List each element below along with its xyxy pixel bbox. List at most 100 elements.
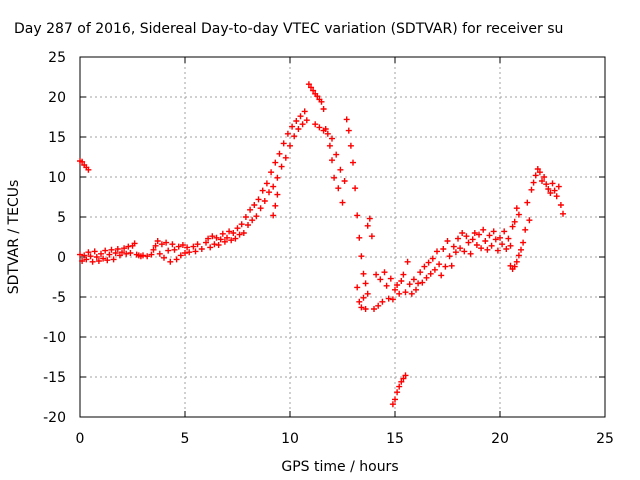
data-point (255, 196, 262, 203)
data-point (528, 186, 535, 193)
data-point (431, 266, 438, 273)
data-point (253, 213, 260, 220)
data-point (270, 212, 277, 219)
data-point (131, 240, 138, 247)
data-point (492, 236, 499, 243)
data-point (268, 169, 275, 176)
data-point (274, 174, 281, 181)
data-point (83, 256, 90, 263)
data-point (190, 243, 197, 250)
data-point (469, 236, 476, 243)
data-point (394, 389, 401, 396)
data-point (230, 230, 237, 236)
data-point (515, 211, 522, 218)
data-point (446, 253, 453, 260)
data-point (154, 238, 161, 244)
data-point (352, 185, 359, 192)
data-point (534, 166, 541, 172)
y-tick-label: 20 (48, 90, 66, 106)
data-point (77, 251, 83, 258)
data-point (423, 274, 430, 281)
data-point (389, 296, 396, 303)
data-point (219, 230, 226, 237)
data-point (356, 234, 363, 241)
data-point (450, 243, 457, 250)
data-point (318, 98, 325, 105)
data-point (392, 396, 398, 403)
data-point (347, 142, 354, 149)
data-point (557, 202, 564, 208)
data-point (473, 242, 480, 248)
data-point (87, 253, 94, 260)
data-point (242, 214, 249, 220)
data-point (236, 231, 243, 238)
data-point (385, 295, 392, 302)
data-point (171, 246, 178, 253)
data-point (497, 234, 503, 241)
data-point (163, 239, 170, 246)
data-point (471, 230, 478, 236)
data-point (486, 232, 493, 239)
data-point (442, 263, 449, 270)
data-point (480, 226, 487, 233)
data-point (123, 250, 130, 257)
data-point (402, 289, 409, 296)
data-point (434, 248, 440, 255)
data-point (240, 230, 247, 236)
data-point (560, 210, 566, 217)
data-point (362, 280, 369, 287)
data-point (194, 241, 201, 248)
data-point (291, 133, 298, 140)
y-tick-label: -15 (43, 370, 66, 386)
data-point (364, 222, 371, 229)
data-point (144, 253, 151, 260)
data-point (314, 93, 321, 100)
data-point (114, 246, 121, 252)
data-point (108, 246, 115, 253)
data-point (415, 280, 422, 287)
x-tick-label: 5 (181, 431, 190, 447)
y-tick-labels: -20 -15 -10 -5 0 5 10 15 20 25 (43, 50, 66, 426)
data-point (329, 135, 335, 142)
y-axis-label: SDTVAR / TECUs (6, 180, 22, 295)
grid (80, 57, 605, 417)
data-point (339, 199, 346, 206)
data-point (203, 239, 209, 246)
data-point (413, 286, 419, 293)
y-tick-label: 10 (48, 170, 66, 186)
data-point (270, 183, 277, 190)
data-point (165, 247, 172, 254)
data-point (490, 228, 497, 235)
x-tick-label: 0 (76, 431, 85, 447)
data-point (329, 157, 335, 164)
data-point (513, 258, 520, 265)
data-point (459, 230, 466, 236)
data-point (299, 121, 306, 128)
data-point (419, 279, 426, 286)
data-point (238, 221, 245, 228)
x-axis-label: GPS time / hours (281, 459, 398, 475)
data-point (392, 286, 398, 293)
data-point (358, 304, 365, 311)
data-point (343, 116, 350, 123)
data-point (387, 275, 394, 282)
chart-title: Day 287 of 2016, Sidereal Day-to-day VTE… (14, 21, 563, 37)
data-point (272, 202, 279, 209)
data-point (247, 206, 254, 213)
data-point (455, 235, 461, 242)
data-point (297, 113, 304, 120)
data-point (198, 246, 205, 252)
data-point (205, 235, 212, 242)
data-point (217, 236, 224, 243)
data-point (444, 238, 451, 244)
data-point (221, 238, 228, 245)
data-point (209, 233, 216, 240)
data-point (400, 375, 407, 382)
data-point (452, 249, 459, 256)
data-point (551, 187, 558, 194)
data-point (85, 166, 92, 173)
data-point (383, 282, 390, 289)
data-point (331, 174, 338, 181)
data-point (127, 250, 134, 256)
